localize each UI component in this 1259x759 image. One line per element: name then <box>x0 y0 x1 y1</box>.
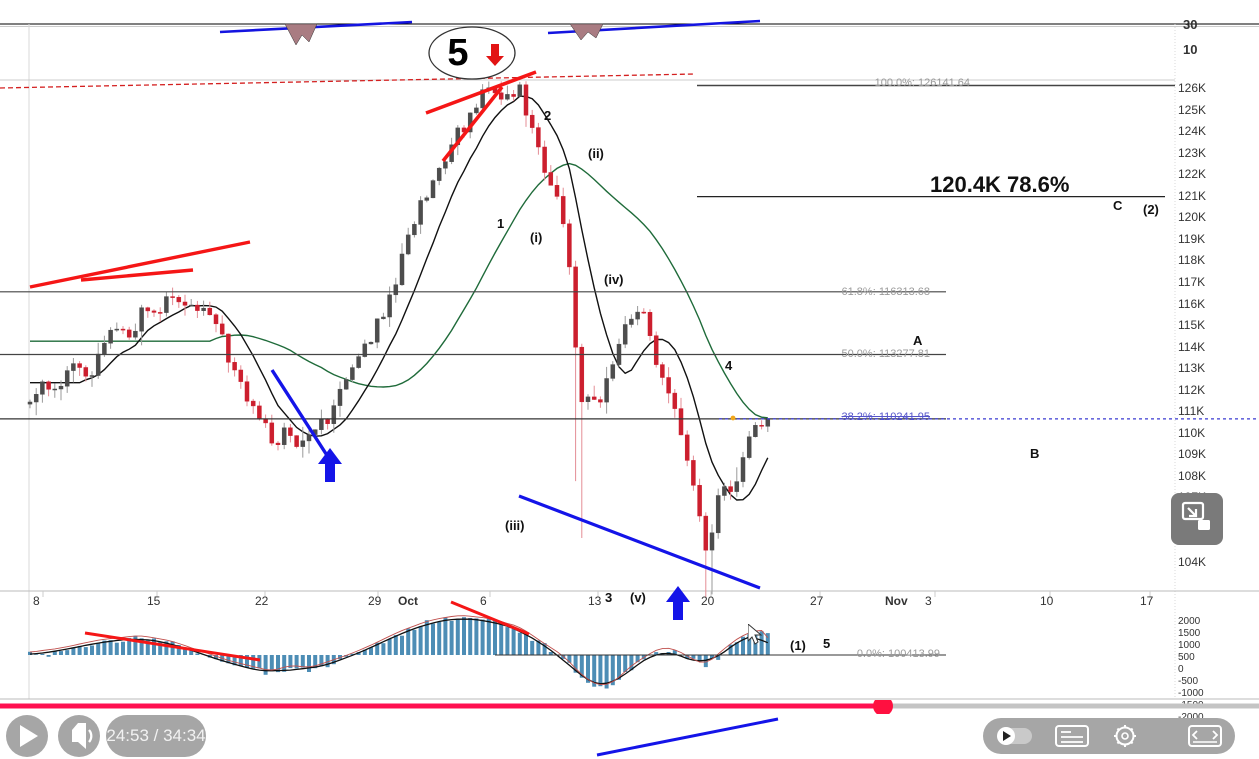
svg-text:24:53 / 34:34: 24:53 / 34:34 <box>106 726 205 745</box>
svg-text:5: 5 <box>447 32 468 74</box>
